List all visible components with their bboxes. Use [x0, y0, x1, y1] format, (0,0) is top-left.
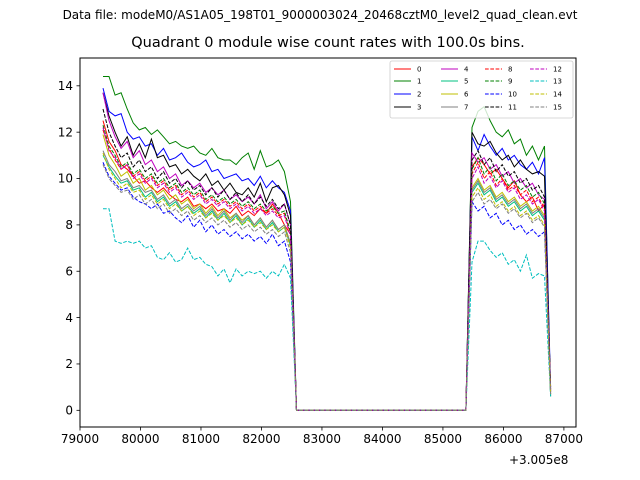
legend-label-15: 15	[553, 104, 562, 112]
legend-label-14: 14	[553, 91, 562, 99]
y-tick-label: 4	[65, 311, 73, 325]
x-axis-offset-label: +3.005e8	[509, 453, 569, 467]
series-line-15	[102, 164, 552, 411]
x-tick-label: 79000	[61, 432, 99, 446]
x-tick-label: 84000	[363, 432, 401, 446]
series-line-12	[102, 127, 552, 411]
legend-box	[389, 60, 574, 119]
series-line-1	[103, 76, 552, 411]
series-line-4	[102, 92, 552, 411]
plot-frame	[79, 57, 577, 428]
x-tick-label: 81000	[182, 432, 220, 446]
x-tick-label: 80000	[121, 432, 159, 446]
legend-label-10: 10	[508, 91, 517, 99]
legend-label-4: 4	[464, 66, 469, 74]
x-tick-label: 85000	[424, 432, 462, 446]
legend-label-12: 12	[553, 66, 562, 74]
x-tick-label: 86000	[484, 432, 522, 446]
series-line-3	[102, 92, 552, 411]
series-line-2	[102, 87, 552, 411]
legend-label-9: 9	[508, 78, 512, 86]
legend-label-8: 8	[508, 66, 512, 74]
x-tick-label: 83000	[303, 432, 341, 446]
legend-label-11: 11	[508, 104, 517, 112]
legend-label-0: 0	[417, 66, 421, 74]
legend-label-7: 7	[464, 104, 468, 112]
series-line-13	[103, 208, 552, 411]
y-axis: 0 2 4 6 8 10 12 14	[58, 79, 80, 418]
series-line-11	[102, 108, 552, 411]
data-file-title: Data file: modeM0/AS1A05_198T01_90000030…	[62, 8, 578, 22]
legend-label-6: 6	[464, 91, 469, 99]
y-tick-label: 6	[65, 264, 73, 278]
y-tick-label: 12	[58, 125, 73, 139]
y-tick-label: 8	[65, 218, 73, 232]
x-axis: 79000 80000 81000 82000 83000 84000 85000 86000…	[61, 427, 583, 446]
legend-label-5: 5	[464, 78, 468, 86]
legend-label-1: 1	[417, 78, 421, 86]
legend-label-3: 3	[417, 104, 421, 112]
y-tick-label: 2	[65, 357, 73, 371]
legend-label-13: 13	[553, 78, 562, 86]
x-tick-label: 87000	[545, 432, 583, 446]
x-tick-label: 82000	[242, 432, 280, 446]
y-tick-label: 0	[65, 404, 73, 418]
y-tick-label: 14	[58, 79, 73, 93]
chart-title: Quadrant 0 module wise count rates with …	[131, 35, 525, 51]
y-tick-label: 10	[58, 172, 73, 186]
series-line-0	[102, 120, 552, 411]
series-layer	[102, 76, 552, 411]
legend-label-2: 2	[417, 91, 421, 99]
series-line-5	[102, 155, 552, 411]
series-line-9	[102, 125, 552, 411]
